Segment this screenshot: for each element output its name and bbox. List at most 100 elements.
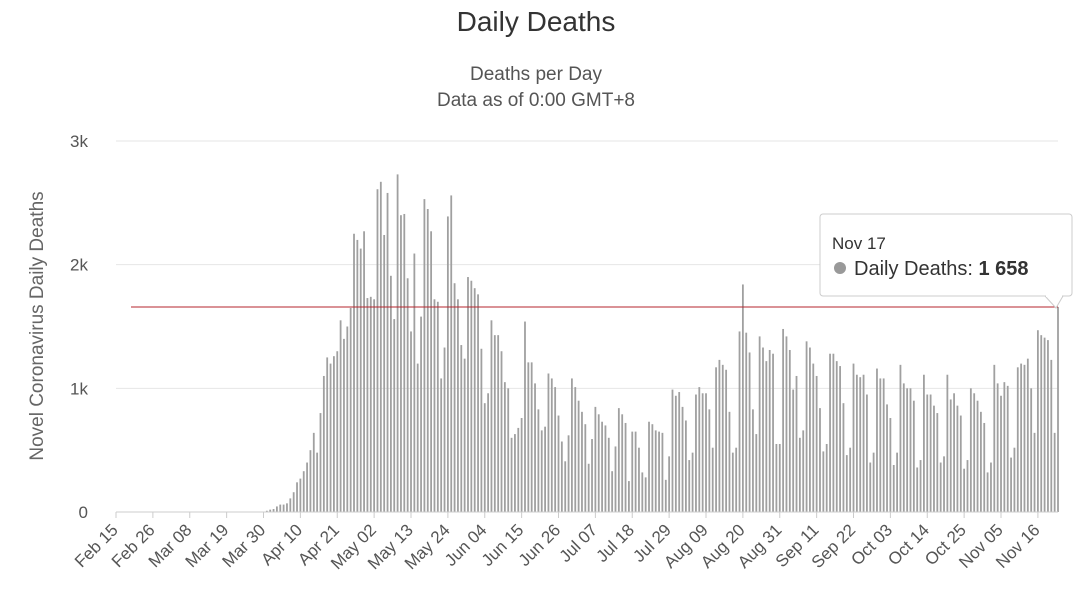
bar[interactable] bbox=[1006, 385, 1009, 512]
bar[interactable] bbox=[537, 409, 540, 512]
bar[interactable] bbox=[1013, 447, 1016, 512]
bar[interactable] bbox=[470, 280, 473, 512]
bar[interactable] bbox=[312, 432, 315, 512]
bar[interactable] bbox=[265, 510, 268, 512]
bar[interactable] bbox=[688, 460, 691, 512]
bar[interactable] bbox=[534, 383, 536, 512]
bar[interactable] bbox=[571, 378, 573, 512]
bar[interactable] bbox=[765, 361, 768, 512]
bar[interactable] bbox=[802, 430, 805, 512]
bar[interactable] bbox=[728, 411, 731, 512]
bar[interactable] bbox=[497, 335, 500, 512]
bar[interactable] bbox=[386, 192, 389, 512]
bar[interactable] bbox=[933, 405, 935, 512]
bar[interactable] bbox=[567, 435, 570, 512]
bar[interactable] bbox=[436, 301, 439, 512]
bar[interactable] bbox=[450, 195, 453, 512]
bar[interactable] bbox=[336, 351, 339, 512]
bar[interactable] bbox=[393, 319, 396, 512]
bar[interactable] bbox=[1043, 337, 1046, 512]
bar[interactable] bbox=[859, 377, 862, 512]
bar[interactable] bbox=[564, 461, 567, 512]
bar[interactable] bbox=[503, 382, 506, 512]
bar[interactable] bbox=[986, 472, 989, 512]
bar[interactable] bbox=[778, 443, 781, 512]
bar[interactable] bbox=[795, 375, 798, 512]
bar[interactable] bbox=[839, 366, 841, 512]
bar[interactable] bbox=[1036, 330, 1039, 512]
bar[interactable] bbox=[517, 427, 520, 512]
bar[interactable] bbox=[876, 368, 878, 512]
bar[interactable] bbox=[296, 482, 298, 512]
bar[interactable] bbox=[812, 363, 815, 512]
bar[interactable] bbox=[654, 430, 657, 512]
bar[interactable] bbox=[577, 400, 580, 512]
bar[interactable] bbox=[554, 387, 557, 512]
bar[interactable] bbox=[430, 231, 433, 512]
bar[interactable] bbox=[581, 411, 583, 512]
bar[interactable] bbox=[792, 389, 795, 512]
bar[interactable] bbox=[745, 332, 748, 512]
bar[interactable] bbox=[805, 341, 808, 512]
bar[interactable] bbox=[698, 387, 701, 512]
bar[interactable] bbox=[1010, 457, 1012, 512]
bar[interactable] bbox=[453, 283, 456, 512]
bar[interactable] bbox=[758, 336, 761, 512]
bar[interactable] bbox=[322, 375, 325, 512]
bar[interactable] bbox=[721, 364, 724, 512]
bar[interactable] bbox=[852, 363, 855, 512]
bar[interactable] bbox=[624, 422, 627, 512]
bar[interactable] bbox=[879, 378, 882, 512]
bar[interactable] bbox=[788, 349, 791, 512]
bar[interactable] bbox=[1016, 367, 1019, 512]
bar[interactable] bbox=[695, 394, 697, 512]
bar[interactable] bbox=[644, 477, 647, 512]
bar[interactable] bbox=[333, 356, 335, 512]
bar[interactable] bbox=[748, 352, 751, 512]
bar[interactable] bbox=[406, 278, 409, 512]
bar[interactable] bbox=[658, 431, 660, 512]
bar[interactable] bbox=[480, 348, 483, 512]
bar[interactable] bbox=[487, 393, 490, 512]
bar[interactable] bbox=[993, 364, 996, 512]
bar[interactable] bbox=[1033, 432, 1036, 512]
bar[interactable] bbox=[953, 393, 955, 512]
bar[interactable] bbox=[835, 361, 838, 512]
bar[interactable] bbox=[1047, 340, 1049, 512]
bar[interactable] bbox=[574, 387, 577, 512]
bar[interactable] bbox=[664, 479, 667, 512]
bar[interactable] bbox=[939, 462, 942, 512]
bar[interactable] bbox=[467, 277, 469, 512]
bar[interactable] bbox=[959, 415, 962, 512]
bar[interactable] bbox=[272, 509, 275, 512]
bar[interactable] bbox=[597, 414, 600, 512]
bar[interactable] bbox=[614, 446, 617, 512]
bar[interactable] bbox=[641, 472, 644, 512]
bar[interactable] bbox=[708, 409, 711, 512]
bar[interactable] bbox=[976, 400, 979, 512]
bar[interactable] bbox=[366, 298, 369, 512]
bar[interactable] bbox=[1020, 363, 1023, 512]
bar[interactable] bbox=[862, 374, 865, 512]
bar[interactable] bbox=[413, 253, 416, 512]
bar[interactable] bbox=[701, 393, 704, 512]
bar[interactable] bbox=[584, 424, 587, 512]
bar[interactable] bbox=[892, 465, 895, 512]
bar[interactable] bbox=[433, 299, 436, 512]
bar[interactable] bbox=[544, 426, 546, 512]
bar[interactable] bbox=[483, 403, 486, 512]
bar[interactable] bbox=[752, 409, 754, 512]
bar[interactable] bbox=[825, 443, 828, 512]
bar[interactable] bbox=[594, 406, 597, 512]
bar[interactable] bbox=[956, 405, 959, 512]
bar[interactable] bbox=[376, 189, 379, 513]
bar[interactable] bbox=[410, 331, 412, 512]
bar[interactable] bbox=[949, 399, 952, 512]
bar[interactable] bbox=[923, 374, 925, 512]
bar[interactable] bbox=[500, 351, 503, 512]
bar[interactable] bbox=[443, 347, 446, 512]
bar[interactable] bbox=[286, 503, 288, 512]
bar[interactable] bbox=[681, 406, 684, 512]
bar[interactable] bbox=[473, 288, 476, 512]
bar[interactable] bbox=[691, 452, 694, 512]
